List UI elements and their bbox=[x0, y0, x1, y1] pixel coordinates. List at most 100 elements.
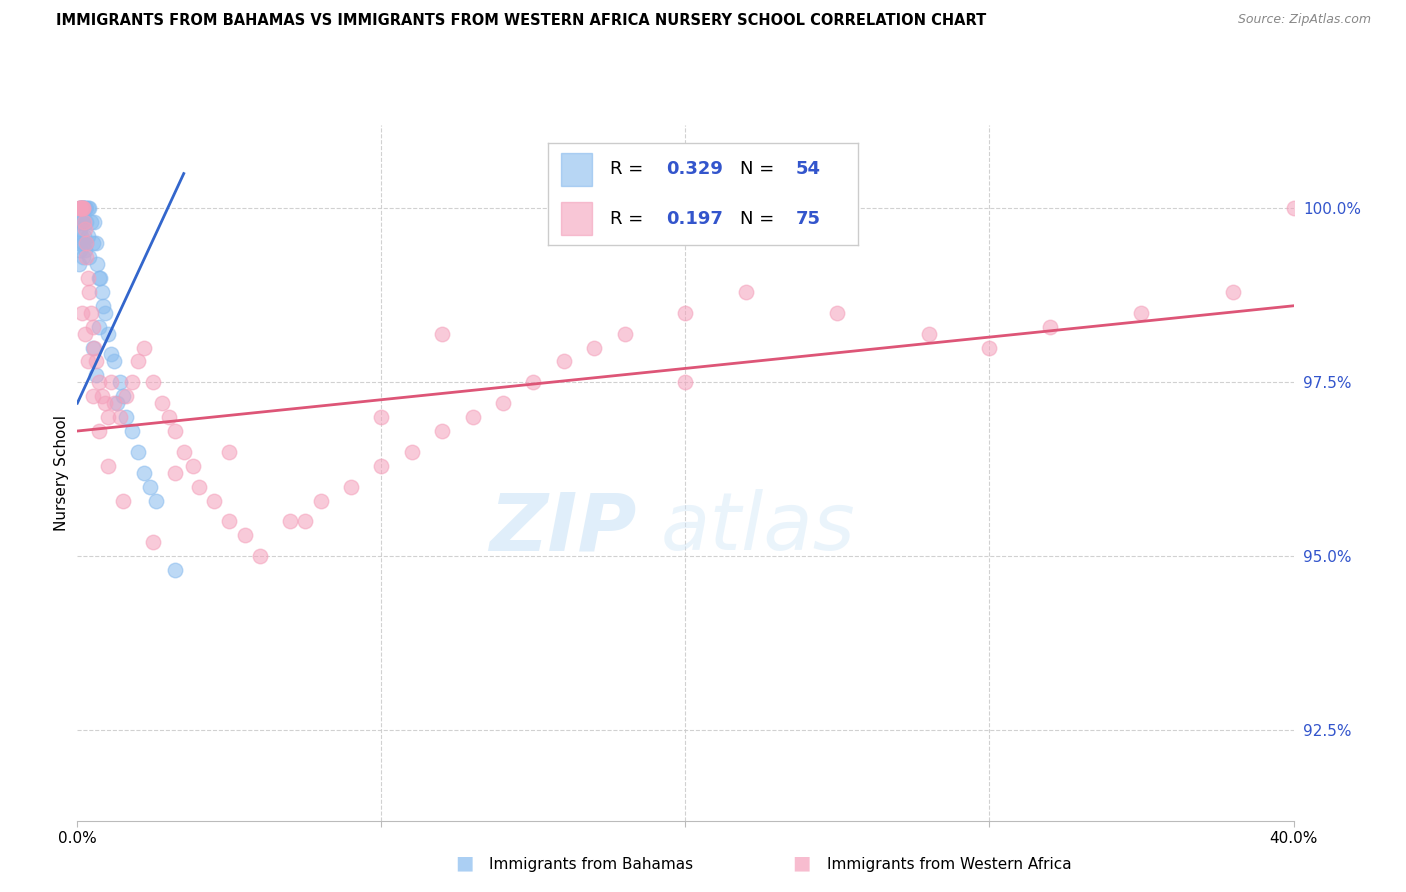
Point bbox=[73, 215, 96, 229]
Point bbox=[134, 466, 156, 480]
Text: R =: R = bbox=[610, 210, 650, 227]
Point bbox=[188, 480, 211, 494]
Point bbox=[72, 215, 94, 229]
Point bbox=[72, 202, 94, 216]
Text: Immigrants from Bahamas: Immigrants from Bahamas bbox=[489, 857, 693, 872]
Point bbox=[103, 396, 125, 410]
Point bbox=[79, 285, 101, 299]
Point bbox=[73, 222, 96, 236]
Point bbox=[735, 285, 758, 299]
Point bbox=[103, 354, 125, 368]
Point bbox=[70, 202, 93, 216]
Point bbox=[173, 445, 195, 459]
Point bbox=[163, 424, 186, 438]
Point bbox=[70, 229, 93, 244]
Point bbox=[218, 515, 240, 529]
Point bbox=[84, 368, 107, 383]
Bar bbox=[561, 153, 592, 186]
Point bbox=[97, 458, 120, 473]
Point bbox=[89, 271, 111, 285]
Point bbox=[430, 424, 453, 438]
Point bbox=[69, 215, 91, 229]
Point bbox=[69, 202, 91, 216]
Text: ■: ■ bbox=[454, 854, 474, 872]
Text: N =: N = bbox=[740, 161, 780, 178]
Point bbox=[111, 493, 134, 508]
Point bbox=[1130, 306, 1153, 320]
Point bbox=[69, 202, 91, 216]
Point bbox=[492, 396, 515, 410]
Point bbox=[73, 202, 96, 216]
Point bbox=[152, 396, 174, 410]
Text: 0.197: 0.197 bbox=[666, 210, 723, 227]
Point bbox=[70, 202, 93, 216]
Point bbox=[67, 257, 90, 271]
Text: atlas: atlas bbox=[661, 490, 856, 567]
Text: ZIP: ZIP bbox=[489, 490, 637, 567]
Text: 0.329: 0.329 bbox=[666, 161, 723, 178]
Text: IMMIGRANTS FROM BAHAMAS VS IMMIGRANTS FROM WESTERN AFRICA NURSERY SCHOOL CORRELA: IMMIGRANTS FROM BAHAMAS VS IMMIGRANTS FR… bbox=[56, 13, 987, 29]
Point bbox=[70, 202, 93, 216]
Point bbox=[249, 549, 271, 564]
Point bbox=[75, 236, 97, 251]
Point bbox=[105, 396, 128, 410]
Point bbox=[82, 341, 104, 355]
Point bbox=[77, 202, 100, 216]
Point bbox=[70, 215, 93, 229]
Point bbox=[73, 229, 96, 244]
Point bbox=[108, 376, 131, 390]
Point bbox=[121, 424, 143, 438]
Point bbox=[163, 563, 186, 577]
Point bbox=[69, 202, 91, 216]
Point bbox=[67, 202, 90, 216]
Point bbox=[87, 424, 110, 438]
Point bbox=[67, 215, 90, 229]
Point bbox=[77, 271, 100, 285]
Point bbox=[69, 243, 91, 257]
Text: Source: ZipAtlas.com: Source: ZipAtlas.com bbox=[1237, 13, 1371, 27]
Point bbox=[233, 528, 256, 542]
Point bbox=[163, 466, 186, 480]
Point bbox=[145, 493, 167, 508]
Point bbox=[73, 243, 96, 257]
Point bbox=[613, 326, 636, 341]
Point bbox=[77, 229, 100, 244]
Text: 54: 54 bbox=[796, 161, 821, 178]
Point bbox=[80, 215, 103, 229]
Text: R =: R = bbox=[610, 161, 650, 178]
Text: Immigrants from Western Africa: Immigrants from Western Africa bbox=[827, 857, 1071, 872]
Point bbox=[583, 341, 606, 355]
Point bbox=[461, 410, 484, 425]
Point bbox=[72, 202, 94, 216]
Point bbox=[675, 376, 697, 390]
Text: 75: 75 bbox=[796, 210, 821, 227]
Point bbox=[1222, 285, 1244, 299]
Point bbox=[121, 376, 143, 390]
Point bbox=[294, 515, 316, 529]
Point bbox=[127, 354, 149, 368]
Point bbox=[1039, 319, 1062, 334]
Point bbox=[100, 347, 122, 361]
Point bbox=[72, 236, 94, 251]
Point bbox=[82, 389, 104, 403]
Point bbox=[278, 515, 301, 529]
Point bbox=[84, 236, 107, 251]
Point bbox=[84, 354, 107, 368]
Text: N =: N = bbox=[740, 210, 780, 227]
Point bbox=[553, 354, 575, 368]
Point bbox=[75, 236, 97, 251]
Point bbox=[82, 236, 104, 251]
Point bbox=[83, 215, 105, 229]
Point bbox=[370, 410, 392, 425]
Point bbox=[100, 376, 122, 390]
Point bbox=[675, 306, 697, 320]
Point bbox=[115, 389, 138, 403]
Point bbox=[87, 376, 110, 390]
Point bbox=[309, 493, 332, 508]
Point bbox=[401, 445, 423, 459]
Point bbox=[108, 410, 131, 425]
Point bbox=[86, 257, 108, 271]
Point bbox=[75, 250, 97, 264]
Point bbox=[83, 341, 105, 355]
Text: ■: ■ bbox=[792, 854, 811, 872]
